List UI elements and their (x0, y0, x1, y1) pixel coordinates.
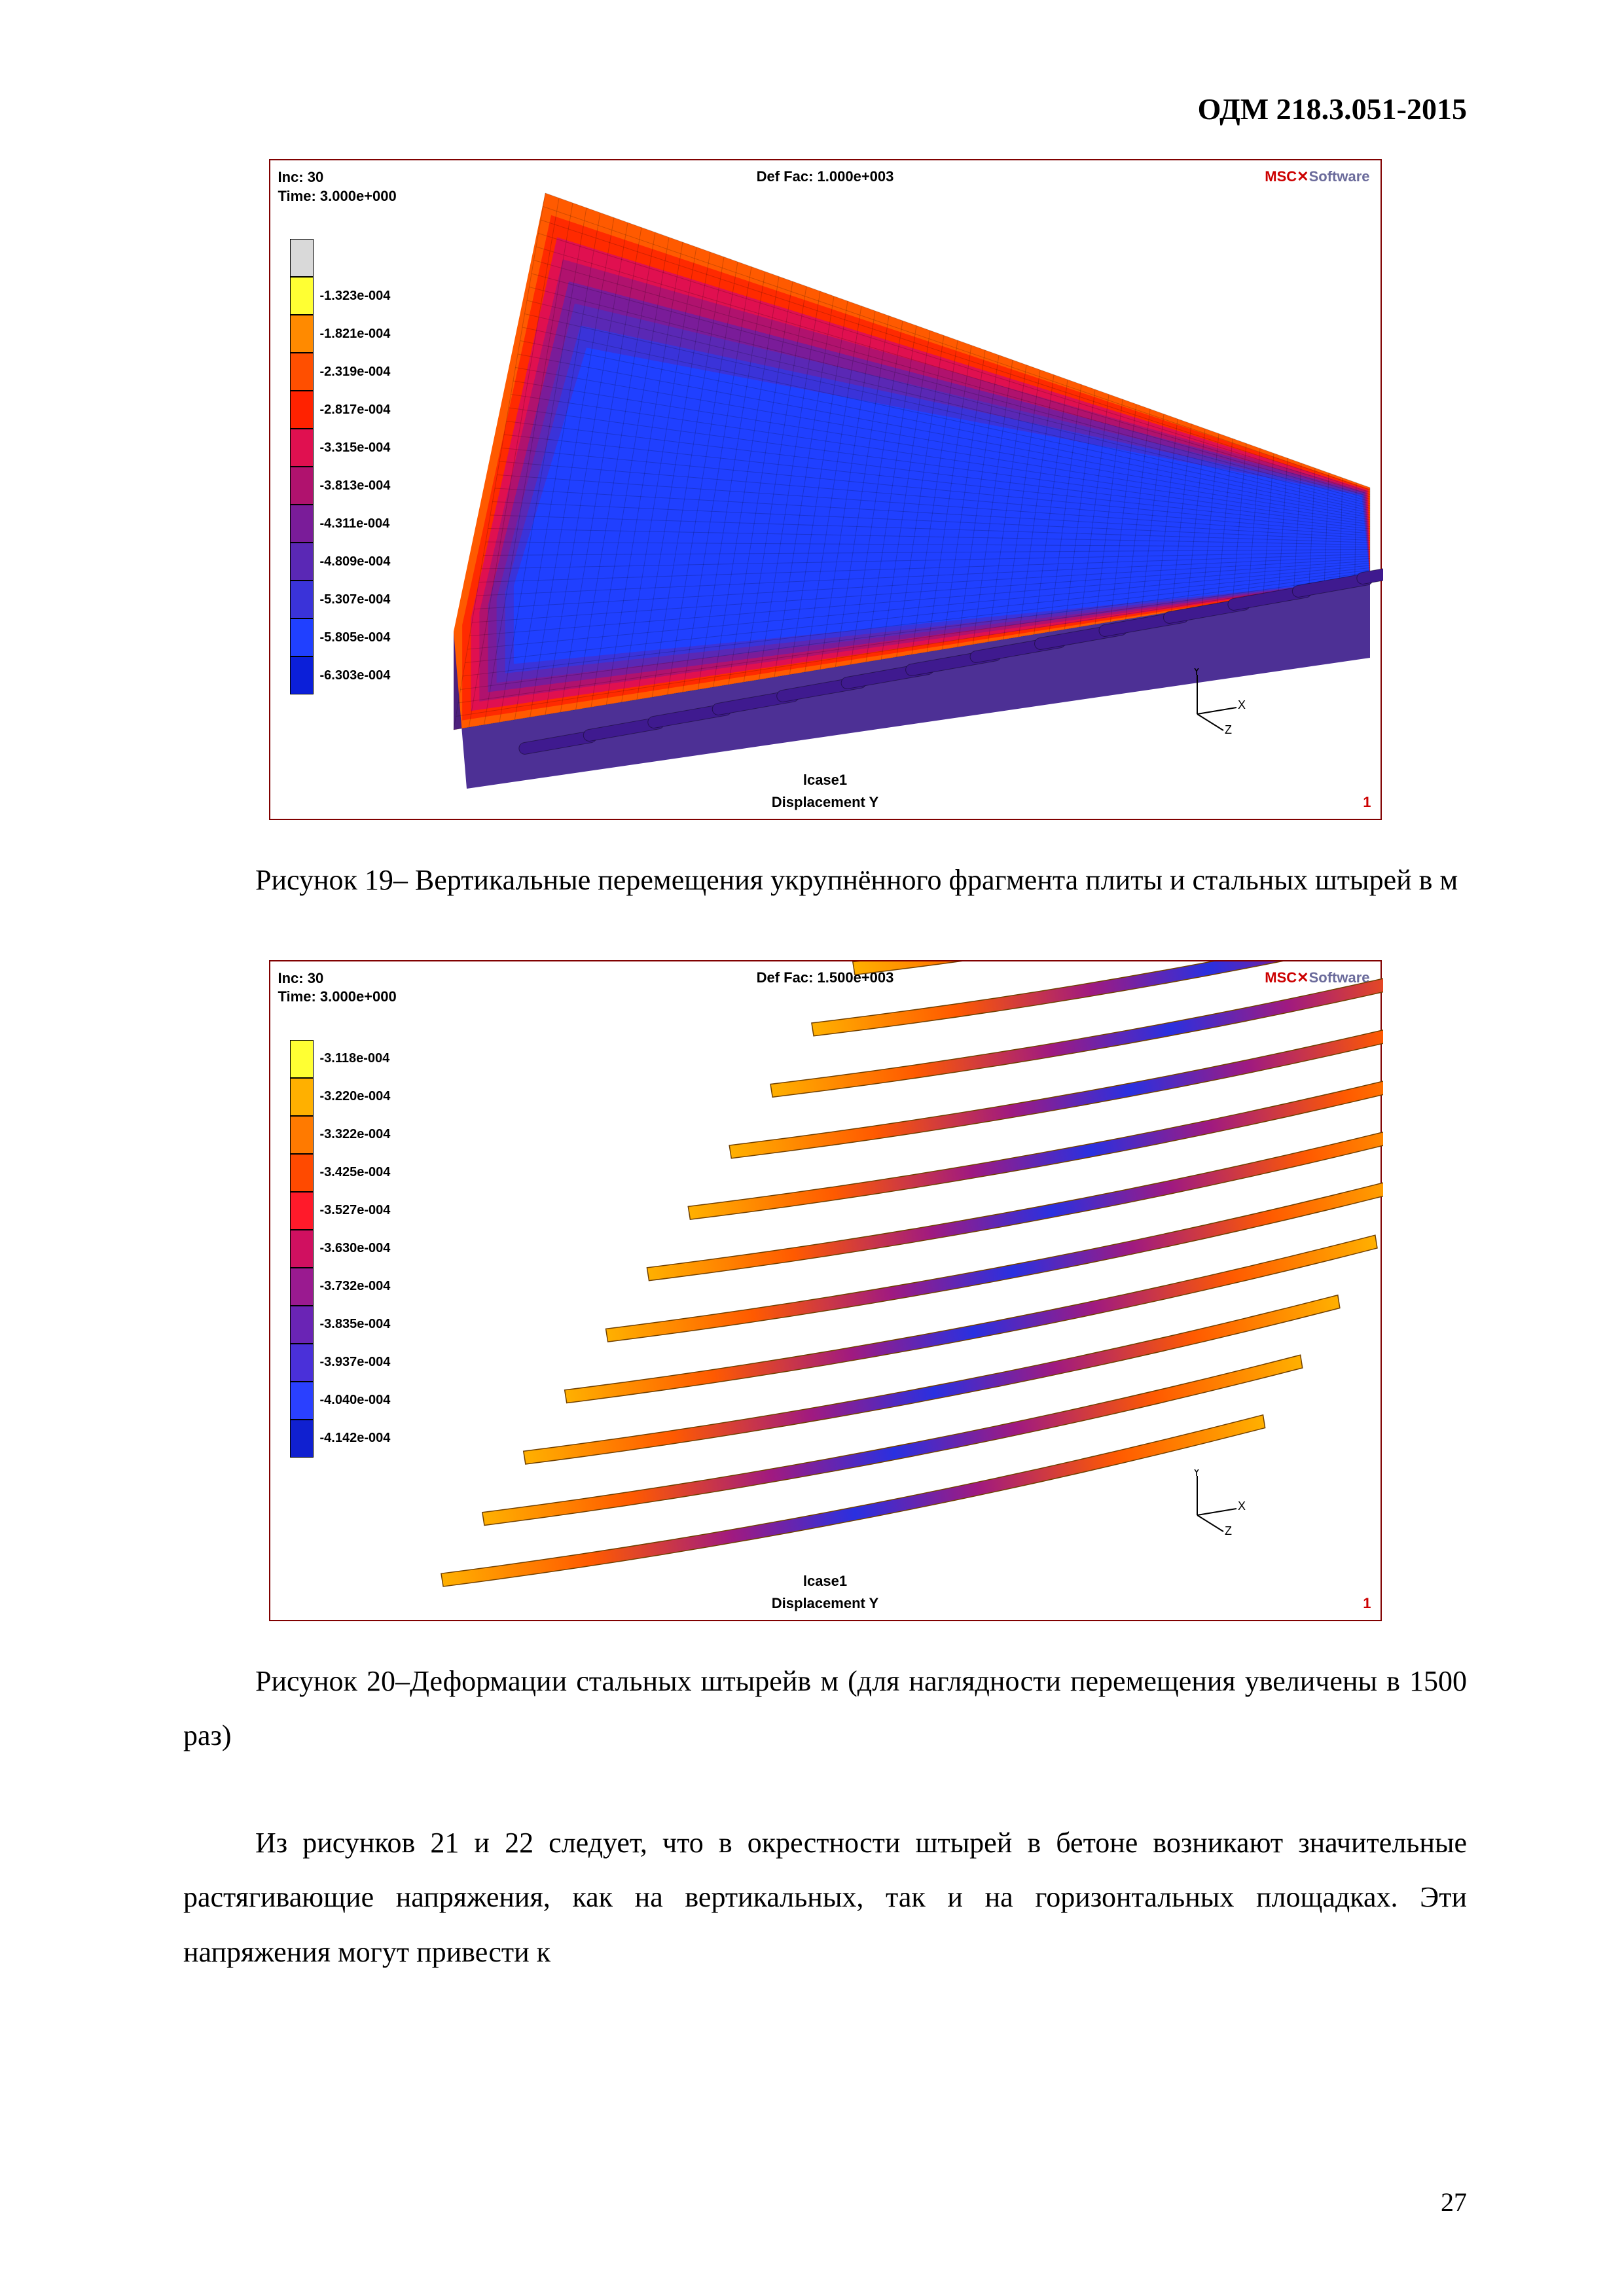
fig1-case-label: lcase1 (803, 772, 847, 789)
fig2-one: 1 (1363, 1595, 1371, 1612)
page-number: 27 (1441, 2187, 1467, 2217)
svg-text:X: X (1238, 1499, 1246, 1513)
svg-text:Z: Z (1225, 1524, 1232, 1535)
doc-code: ОДМ 218.3.051-2015 (183, 92, 1467, 126)
figure-19-caption: Рисунок 19– Вертикальные перемещения укр… (183, 853, 1467, 908)
svg-text:Z: Z (1225, 723, 1232, 734)
fig1-result-label: Displacement Y (772, 794, 878, 811)
body-paragraph: Из рисунков 21 и 22 следует, что в окрес… (183, 1816, 1467, 1980)
svg-text:X: X (1238, 698, 1246, 711)
figure-19: Inc: 30 Time: 3.000e+000 Def Fac: 1.000e… (269, 159, 1382, 820)
figure-20-caption: Рисунок 20–Деформации стальных штырейв м… (183, 1654, 1467, 1763)
fig2-axes-icon: Y X Z (1171, 1469, 1250, 1535)
svg-text:Y: Y (1193, 668, 1200, 677)
figure-20: Inc: 30 Time: 3.000e+000 Def Fac: 1.500e… (269, 960, 1382, 1621)
fig1-one: 1 (1363, 794, 1371, 811)
fig2-result-label: Displacement Y (772, 1595, 878, 1612)
fig1-axes-icon: Y X Z (1171, 668, 1250, 734)
fig2-case-label: lcase1 (803, 1573, 847, 1590)
svg-text:Y: Y (1193, 1469, 1200, 1479)
